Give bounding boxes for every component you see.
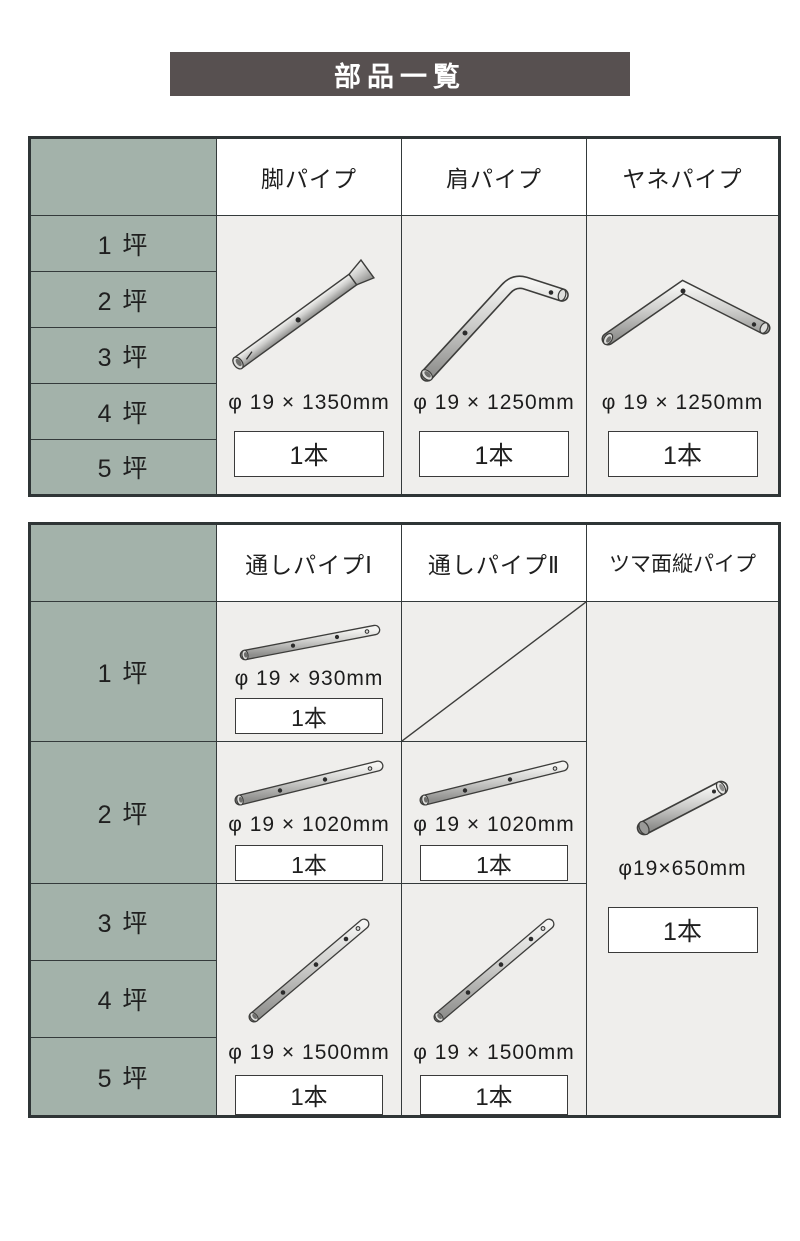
- shoulder-pipe-qty-box: 1本: [419, 431, 569, 477]
- diagonal-line-icon: [402, 602, 586, 741]
- shoulder-pipe-icon: [420, 275, 569, 382]
- parts-table-1: 脚パイプ 肩パイプ ヤネパイプ 1 坪 φ 19 × 1350mm 1: [28, 136, 781, 497]
- header-roof-pipe: ヤネパイプ: [586, 137, 780, 216]
- corner-cell-table1: [29, 137, 217, 216]
- row-label-3tsubo-t1: 3 坪: [29, 327, 217, 384]
- cell-through1-1tsubo: φ 19 × 930mm 1本: [216, 601, 402, 742]
- header-leg-pipe: 脚パイプ: [216, 137, 402, 216]
- row-label-5tsubo-t1: 5 坪: [29, 439, 217, 496]
- row-label-2tsubo-t1: 2 坪: [29, 271, 217, 328]
- through-pipe2-345tsubo-size: φ 19 × 1500mm: [413, 1040, 575, 1064]
- header-tsuma-vertical-pipe: ツマ面縦パイプ: [586, 523, 780, 602]
- through-pipe1-345tsubo-icon: [248, 918, 370, 1022]
- through-pipe1-345tsubo-qty-box: 1本: [235, 1074, 383, 1115]
- row-label-5tsubo-t2: 5 坪: [29, 1037, 217, 1117]
- header-through-pipe-1: 通しパイプⅠ: [216, 523, 402, 602]
- through-pipe2-345tsubo-icon: [433, 918, 555, 1022]
- header-through-pipe-2: 通しパイプⅡ: [401, 523, 587, 602]
- leg-pipe-size: φ 19 × 1350mm: [228, 391, 390, 414]
- through-pipe1-2tsubo-qty-box: 1本: [235, 844, 383, 881]
- cell-tsuma-vertical-pipe: φ19×650mm 1本: [586, 601, 780, 1117]
- corner-cell-table2: [29, 523, 217, 602]
- cell-leg-pipe: φ 19 × 1350mm 1本: [216, 215, 402, 496]
- through-pipe2-2tsubo-qty-box: 1本: [420, 844, 568, 881]
- header-shoulder-pipe: 肩パイプ: [401, 137, 587, 216]
- row-label-1tsubo-t2: 1 坪: [29, 601, 217, 742]
- row-label-4tsubo-t1: 4 坪: [29, 383, 217, 440]
- leg-pipe-icon: [232, 258, 376, 370]
- row-label-4tsubo-t2: 4 坪: [29, 960, 217, 1038]
- through-pipe1-2tsubo-icon: [234, 760, 384, 805]
- page-title: 部品一覧: [170, 52, 630, 96]
- leg-pipe-qty-box: 1本: [234, 431, 384, 477]
- through-pipe1-2tsubo-size: φ 19 × 1020mm: [228, 812, 390, 836]
- through-pipe1-1tsubo-icon: [239, 624, 381, 661]
- row-label-1tsubo-t1: 1 坪: [29, 215, 217, 272]
- through-pipe2-2tsubo-size: φ 19 × 1020mm: [413, 812, 575, 836]
- cell-roof-pipe: φ 19 × 1250mm 1本: [586, 215, 780, 496]
- cell-through2-345tsubo: φ 19 × 1500mm 1本: [401, 883, 587, 1117]
- cell-through2-1tsubo-not-applicable: [401, 601, 587, 742]
- cell-through1-345tsubo: φ 19 × 1500mm 1本: [216, 883, 402, 1117]
- roof-pipe-icon: [601, 279, 771, 346]
- shoulder-pipe-size: φ 19 × 1250mm: [413, 391, 575, 414]
- roof-pipe-size: φ 19 × 1250mm: [601, 391, 764, 414]
- through-pipe1-345tsubo-size: φ 19 × 1500mm: [228, 1040, 390, 1064]
- roof-pipe-qty-box: 1本: [607, 431, 758, 477]
- through-pipe1-1tsubo-size: φ 19 × 930mm: [234, 667, 384, 690]
- tsuma-vertical-pipe-qty-box: 1本: [607, 906, 758, 953]
- tsuma-vertical-pipe-icon: [636, 780, 728, 835]
- through-pipe2-2tsubo-icon: [419, 760, 569, 805]
- row-label-2tsubo-t2: 2 坪: [29, 741, 217, 884]
- tsuma-vertical-pipe-size: φ19×650mm: [618, 856, 747, 880]
- cell-through2-2tsubo: φ 19 × 1020mm 1本: [401, 741, 587, 884]
- through-pipe1-1tsubo-qty-box: 1本: [235, 698, 383, 734]
- parts-table-2: 通しパイプⅠ 通しパイプⅡ ツマ面縦パイプ 1 坪 φ 19 × 930mm 1…: [28, 522, 781, 1118]
- through-pipe2-345tsubo-qty-box: 1本: [420, 1074, 568, 1115]
- row-label-3tsubo-t2: 3 坪: [29, 883, 217, 961]
- cell-through1-2tsubo: φ 19 × 1020mm 1本: [216, 741, 402, 884]
- cell-shoulder-pipe: φ 19 × 1250mm 1本: [401, 215, 587, 496]
